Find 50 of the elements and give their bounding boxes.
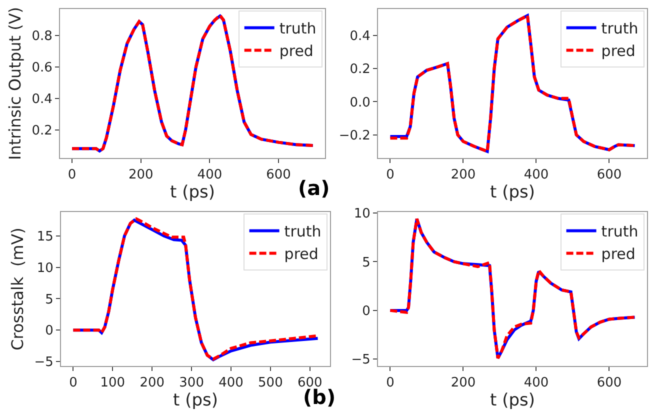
legend-label: pred [601,42,636,60]
legend-label: truth [601,222,638,241]
x-tick-label: 400 [197,168,222,183]
y-tick-label: 15 [36,229,54,244]
x-tick-label: 600 [596,168,622,183]
x-tick-label: 200 [140,376,165,391]
x-axis-title: t (ps) [490,182,535,203]
y-tick-label: 0.2 [32,123,52,138]
x-tick-label: 600 [596,376,622,391]
y-tick-label: 5 [45,292,54,308]
y-tick-label: 0.6 [32,60,52,76]
legend-label: pred [284,245,318,264]
y-axis-title: Crosstalk (mV) [8,228,28,350]
x-tick-label: 200 [450,168,476,183]
y-tick-label: 10 [36,260,54,276]
y-tick-label: 0.0 [350,95,370,110]
x-tick-label: 400 [218,376,244,391]
legend-label: pred [601,245,636,264]
y-tick-label: −5 [351,352,370,368]
x-tick-label: 200 [450,376,476,391]
y-tick-label: −0.2 [338,128,370,144]
y-tick-label: 0.2 [350,62,370,78]
x-tick-label: 0 [386,376,394,391]
y-tick-label: 0.8 [32,29,52,44]
y-tick-label: 0 [45,324,54,339]
x-tick-label: 100 [100,376,126,391]
y-tick-label: 5 [362,255,370,270]
x-tick-label: 400 [524,168,549,183]
x-tick-label: 200 [128,168,154,183]
x-tick-label: 0 [69,376,78,391]
x-tick-label: 0 [68,168,76,183]
x-axis-title: t (ps) [170,182,215,203]
y-tick-label: −5 [34,355,54,370]
x-tick-label: 500 [258,376,283,391]
legend-label: truth [601,20,638,38]
x-tick-label: 400 [524,376,549,391]
x-tick-label: 300 [179,376,204,391]
legend-label: truth [284,222,322,241]
x-tick-label: 600 [266,168,291,183]
legend-label: pred [279,42,314,60]
x-axis-title: t (ps) [490,390,535,411]
y-tick-label: 10 [354,206,370,222]
y-tick-label: 0 [362,304,370,319]
y-tick-label: 0.4 [350,29,370,44]
x-axis-title: t (ps) [173,390,218,411]
text: (a) [298,176,330,200]
y-axis-title: Intrinsic Output (V) [6,6,25,160]
x-tick-label: 0 [386,168,394,183]
y-tick-label: 0.4 [32,92,52,107]
legend-label: truth [279,20,316,38]
